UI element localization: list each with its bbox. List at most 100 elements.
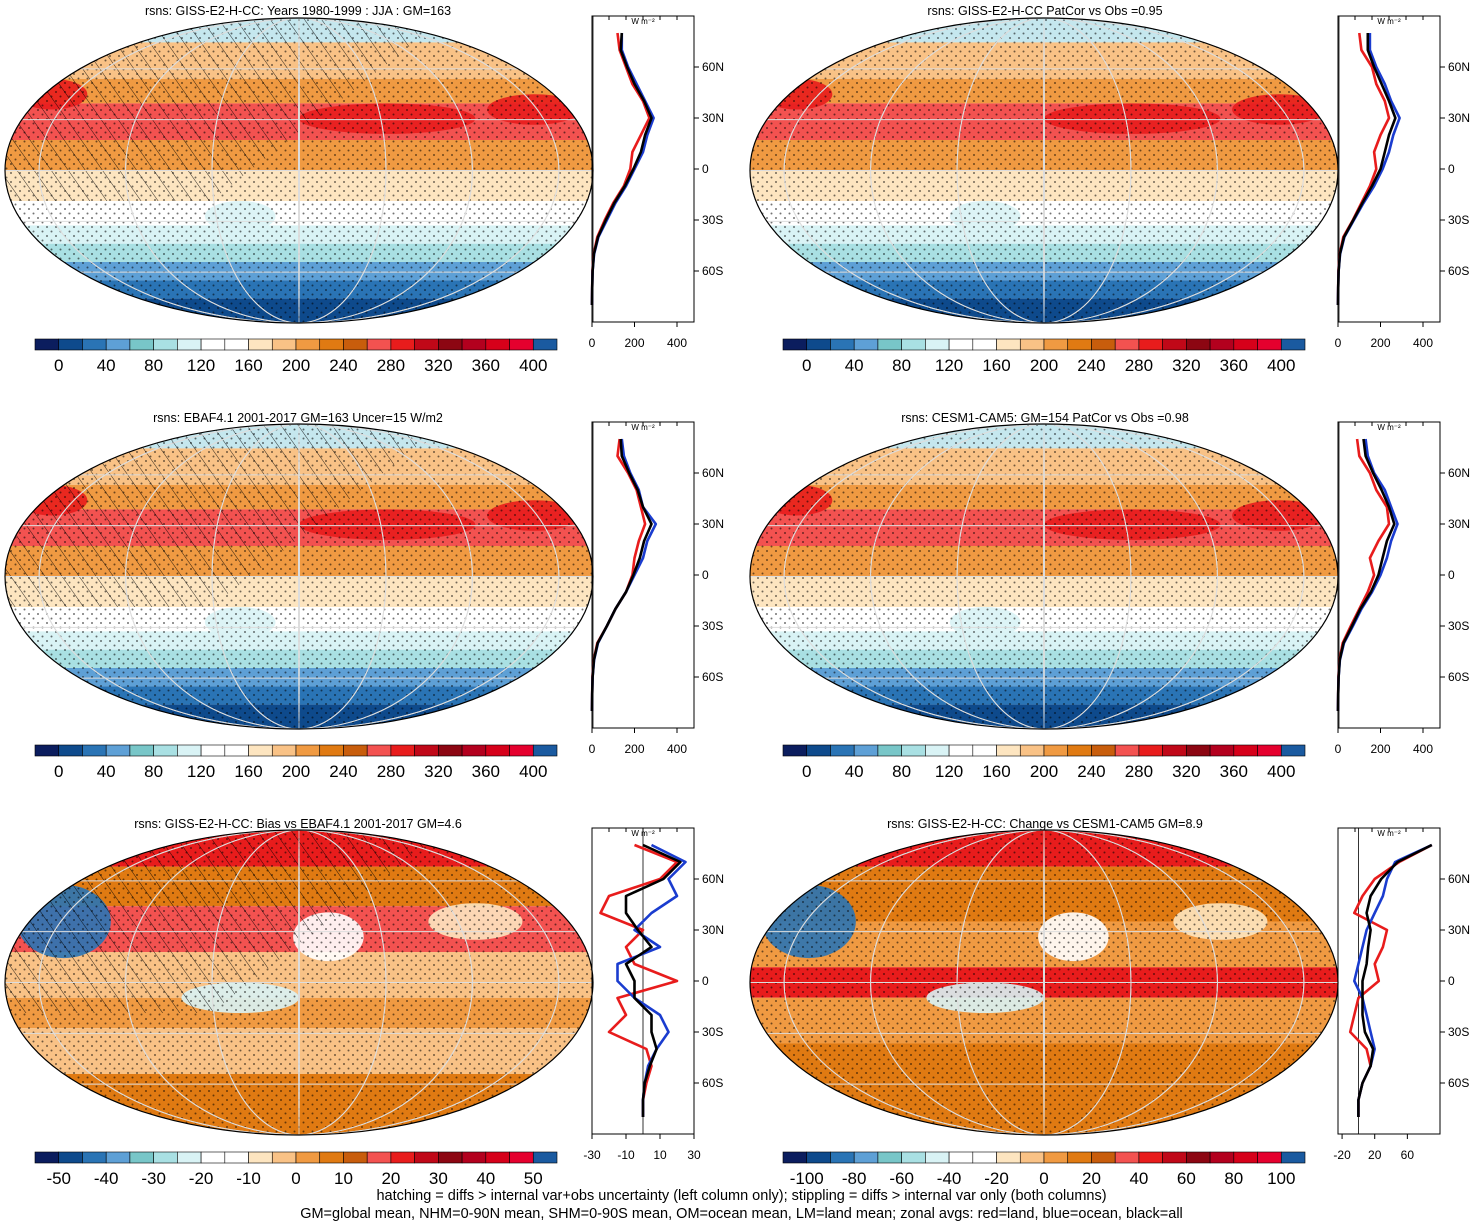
colorbar-swatch xyxy=(901,744,926,757)
colorbar-swatch xyxy=(1209,1151,1235,1164)
colorbar-swatch xyxy=(830,1151,855,1164)
colorbar-label: 60 xyxy=(1177,1169,1196,1188)
profile-xtick: 30 xyxy=(687,1148,701,1162)
profile-lat-label: 30S xyxy=(1448,1025,1469,1039)
colorbar-swatch xyxy=(58,744,83,757)
colorbar-swatch xyxy=(58,338,83,351)
colorbar-label: -40 xyxy=(937,1169,962,1188)
colorbar-label: 80 xyxy=(892,356,911,375)
colorbar-label: -60 xyxy=(889,1169,914,1188)
colorbar-swatch xyxy=(343,338,368,351)
profile-lat-label: 0 xyxy=(1448,568,1455,582)
colorbar-label: 50 xyxy=(524,1169,543,1188)
profile-xtick: 200 xyxy=(1370,336,1390,350)
profile-series-red xyxy=(599,843,679,1117)
profile-series-red xyxy=(1348,843,1433,1117)
colorbar-swatch xyxy=(129,338,154,351)
colorbar-swatch xyxy=(105,1151,131,1164)
profile-unit: W m⁻² xyxy=(1377,829,1401,838)
colorbar-swatch xyxy=(1186,338,1211,351)
colorbar-label: 360 xyxy=(472,356,500,375)
profile-lat-label: 30N xyxy=(702,517,724,531)
colorbar-label: 40 xyxy=(97,762,116,781)
colorbar-label: 120 xyxy=(935,356,963,375)
colorbar-label: 400 xyxy=(1267,356,1295,375)
colorbar-swatch xyxy=(295,1151,321,1164)
profile-lat-label: 0 xyxy=(702,974,709,988)
colorbar-swatch xyxy=(343,744,368,757)
colorbar-swatch xyxy=(177,744,202,757)
profile-xtick: -30 xyxy=(583,1148,601,1162)
colorbar-swatch xyxy=(1162,338,1187,351)
colorbar-swatch xyxy=(1138,744,1163,757)
profile-lat-label: 30S xyxy=(1448,619,1469,633)
colorbar-swatch xyxy=(1114,338,1140,351)
colorbar-swatch xyxy=(830,744,855,757)
colorbar-label: 400 xyxy=(1267,762,1295,781)
profile-lat-label: 60S xyxy=(1448,670,1469,684)
colorbar-swatch xyxy=(224,744,249,757)
colorbar-swatch xyxy=(319,1151,344,1164)
colorbar-swatch xyxy=(972,338,997,351)
profile-xtick: 0 xyxy=(589,742,596,756)
colorbar-swatch xyxy=(532,744,558,757)
colorbar-label: -30 xyxy=(141,1169,166,1188)
colorbar-label: 20 xyxy=(381,1169,400,1188)
profile-series-red xyxy=(590,32,651,306)
profile-lat-label: 30N xyxy=(1448,923,1470,937)
colorbar-label: -40 xyxy=(94,1169,119,1188)
colorbar-swatch xyxy=(366,1151,392,1164)
colorbar-swatch xyxy=(996,338,1021,351)
profile-lat-label: 30S xyxy=(702,619,723,633)
colorbar-swatch xyxy=(461,744,487,757)
profile-xtick: 0 xyxy=(1335,742,1342,756)
colorbar-label: 320 xyxy=(424,762,452,781)
profile-lat-label: 60N xyxy=(702,60,724,74)
colorbar-swatch xyxy=(200,338,226,351)
colorbar-swatch xyxy=(390,1151,415,1164)
colorbar-swatch xyxy=(153,744,178,757)
colorbar-swatch xyxy=(105,744,131,757)
footer-line-1: hatching = diffs > internal var+obs unce… xyxy=(376,1188,1107,1204)
profile-series-black xyxy=(1336,438,1396,712)
colorbar-swatch xyxy=(82,338,107,351)
profile-lat-label: 30N xyxy=(702,111,724,125)
colorbar-swatch xyxy=(34,744,60,757)
colorbar-label: 120 xyxy=(187,762,215,781)
colorbar-label: 320 xyxy=(1172,762,1200,781)
colorbar-swatch xyxy=(58,1151,83,1164)
map-field xyxy=(750,830,1338,1135)
profile-series-blue xyxy=(1336,438,1399,712)
colorbar-swatch xyxy=(271,1151,297,1164)
colorbar-swatch xyxy=(1091,744,1116,757)
colorbar-swatch xyxy=(830,338,855,351)
profile-frame xyxy=(1337,15,1441,323)
map-field xyxy=(750,424,1338,729)
profile-lat-label: 60N xyxy=(702,466,724,480)
colorbar-label: -80 xyxy=(842,1169,867,1188)
profile-lat-label: 60S xyxy=(1448,1076,1469,1090)
profile-unit: W m⁻² xyxy=(631,829,655,838)
colorbar-label: 320 xyxy=(424,356,452,375)
profile-series-black xyxy=(1336,33,1397,306)
colorbar-swatch xyxy=(319,338,344,351)
colorbar-label: 200 xyxy=(1030,762,1058,781)
colorbar-label: 200 xyxy=(282,762,310,781)
colorbar-label: -100 xyxy=(790,1169,824,1188)
colorbar-swatch xyxy=(153,1151,178,1164)
colorbar-swatch xyxy=(877,1151,902,1164)
profile-series-red xyxy=(1336,32,1391,306)
colorbar-swatch xyxy=(224,338,249,351)
colorbar-swatch xyxy=(295,338,321,351)
colorbar-swatch xyxy=(1043,338,1069,351)
colorbar-swatch xyxy=(806,744,831,757)
profile-unit: W m⁻² xyxy=(1377,17,1401,26)
profile-lat-label: 0 xyxy=(1448,162,1455,176)
profile-xtick: 0 xyxy=(1335,336,1342,350)
colorbar-label: -10 xyxy=(236,1169,261,1188)
colorbar-swatch xyxy=(877,744,902,757)
profile-lat-label: 60N xyxy=(702,872,724,886)
colorbar-swatch xyxy=(129,1151,154,1164)
